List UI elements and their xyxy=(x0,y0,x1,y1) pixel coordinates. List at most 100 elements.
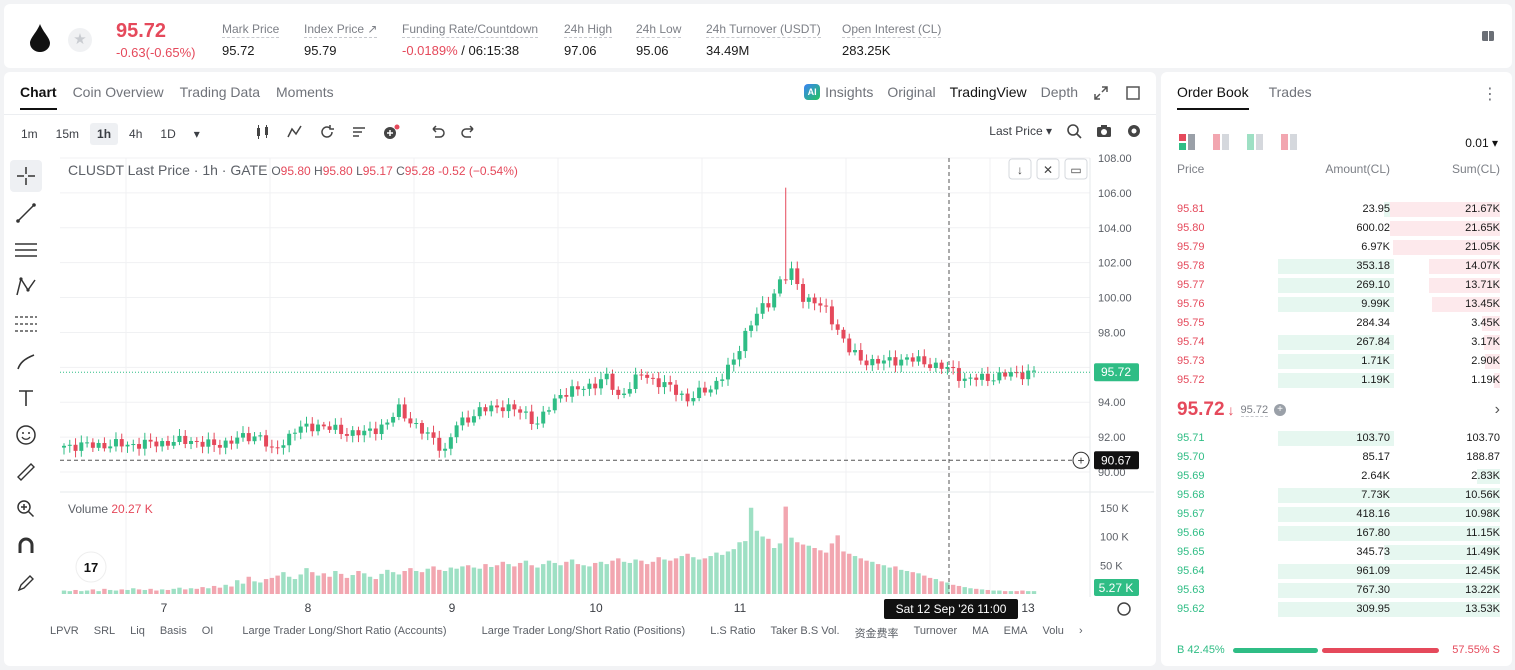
ask-row[interactable]: 95.79 6.97K 21.05K xyxy=(1177,238,1500,257)
ask-row[interactable]: 95.77 269.10 13.71K xyxy=(1177,276,1500,295)
timeframe-4h[interactable]: 4h xyxy=(129,127,143,141)
bid-row[interactable]: 95.68 7.73K 10.56K xyxy=(1177,486,1500,505)
timeframe-dropdown-icon[interactable]: ▾ xyxy=(193,127,200,141)
chevron-right-icon[interactable]: › xyxy=(1494,401,1500,418)
trendline-tool-icon[interactable] xyxy=(10,197,42,229)
bids-mode-icon[interactable] xyxy=(1247,134,1263,150)
search-icon[interactable] xyxy=(1066,123,1082,139)
orderbook-tabs: Order Book Trades xyxy=(1177,84,1312,110)
timeframe-1h[interactable]: 1h xyxy=(90,123,119,145)
indicator-ma[interactable]: MA xyxy=(972,625,989,637)
timeframe-1d[interactable]: 1D xyxy=(160,127,176,141)
bid-row[interactable]: 95.67 418.16 10.98K xyxy=(1177,505,1500,524)
alerts-plus-icon[interactable] xyxy=(382,123,400,141)
tab-order-book[interactable]: Order Book xyxy=(1177,84,1249,110)
indicator-funding[interactable]: 资金费率 xyxy=(854,628,899,640)
ask-row[interactable]: 95.73 1.71K 2.90K xyxy=(1177,352,1500,371)
book-icon[interactable] xyxy=(1480,28,1496,44)
precision-select[interactable]: 0.01 ▾ xyxy=(1465,136,1498,150)
bid-row[interactable]: 95.66 167.80 11.15K xyxy=(1177,524,1500,543)
ask-row[interactable]: 95.81 23.95 21.67K xyxy=(1177,200,1500,219)
window-icon[interactable] xyxy=(1126,86,1140,100)
tab-coin-overview[interactable]: Coin Overview xyxy=(72,84,164,100)
timeframe-1m[interactable]: 1m xyxy=(21,127,38,141)
bid-row[interactable]: 95.65 345.73 11.49K xyxy=(1177,543,1500,562)
indicator-ema[interactable]: EMA xyxy=(1003,625,1028,637)
indicators-icon[interactable] xyxy=(286,123,304,141)
indicator-oi[interactable]: OI xyxy=(201,625,214,637)
bid-row[interactable]: 95.71 103.70 103.70 xyxy=(1177,429,1500,448)
ask-row[interactable]: 95.72 1.19K 1.19K xyxy=(1177,371,1500,390)
insights-button[interactable]: AI Insights xyxy=(804,84,873,100)
row-amount: 961.09 xyxy=(1356,565,1390,577)
bid-row[interactable]: 95.62 309.95 13.53K xyxy=(1177,600,1500,619)
indicator-ls-accounts[interactable]: Large Trader Long/Short Ratio (Accounts) xyxy=(242,625,447,637)
both-sides-mode-icon[interactable] xyxy=(1179,134,1195,150)
sells-only-mode-icon[interactable] xyxy=(1281,134,1297,150)
view-depth[interactable]: Depth xyxy=(1040,84,1078,100)
row-sum: 21.65K xyxy=(1465,222,1500,234)
bid-row[interactable]: 95.64 961.09 12.45K xyxy=(1177,562,1500,581)
horizontal-lines-tool-icon[interactable] xyxy=(10,234,42,266)
bid-row[interactable]: 95.69 2.64K 2.83K xyxy=(1177,467,1500,486)
price-chart[interactable]: 108.00106.00104.00102.00100.0098.0096.00… xyxy=(4,72,1156,620)
magnet-tool-icon[interactable] xyxy=(10,530,42,562)
ask-row[interactable]: 95.80 600.02 21.65K xyxy=(1177,219,1500,238)
tab-moments[interactable]: Moments xyxy=(276,84,334,100)
candle-body xyxy=(893,357,898,366)
indicator-ls-ratio[interactable]: L.S Ratio xyxy=(710,625,756,637)
pattern-tool-icon[interactable] xyxy=(10,271,42,303)
replay-icon[interactable] xyxy=(318,123,336,141)
bid-row[interactable]: 95.63 767.30 13.22K xyxy=(1177,581,1500,600)
volume-bar xyxy=(148,588,153,594)
volume-bar xyxy=(927,577,933,594)
indicator-taker-vol[interactable]: Taker B.S Vol. xyxy=(770,625,840,637)
view-tradingview[interactable]: TradingView xyxy=(949,84,1027,100)
chevron-right-icon[interactable]: › xyxy=(1078,625,1083,637)
ask-row[interactable]: 95.74 267.84 3.17K xyxy=(1177,333,1500,352)
candle-body xyxy=(385,422,390,425)
indicator-volume[interactable]: Volu xyxy=(1042,625,1064,637)
camera-icon[interactable] xyxy=(1096,123,1112,139)
brush-tool-icon[interactable] xyxy=(10,345,42,377)
ask-row[interactable]: 95.75 284.34 3.45K xyxy=(1177,314,1500,333)
candles-icon[interactable] xyxy=(254,123,272,141)
tab-trading-data[interactable]: Trading Data xyxy=(179,84,261,100)
tab-trades[interactable]: Trades xyxy=(1268,84,1312,100)
indicator-turnover[interactable]: Turnover xyxy=(913,625,958,637)
mid-price-row[interactable]: 95.72 ↓ 95.72 + › xyxy=(1177,399,1500,421)
redo-icon[interactable] xyxy=(460,123,478,141)
undo-icon[interactable] xyxy=(428,123,446,141)
gear-icon[interactable] xyxy=(1126,123,1142,139)
favorite-star-icon[interactable]: ★ xyxy=(68,28,92,52)
volume-bar xyxy=(766,538,771,594)
zoom-tool-icon[interactable] xyxy=(10,493,42,525)
volume-bar xyxy=(806,545,812,594)
indicator-basis[interactable]: Basis xyxy=(159,625,187,637)
indicator-lpvr[interactable]: LPVR xyxy=(50,625,79,637)
asks-mode-icon[interactable] xyxy=(1213,134,1229,150)
indicator-liq[interactable]: Liq xyxy=(130,625,145,637)
templates-icon[interactable] xyxy=(350,123,368,141)
stat-index-price[interactable]: Index Price ↗ 95.79 xyxy=(304,22,378,58)
text-tool-icon[interactable] xyxy=(10,382,42,414)
indicator-srl[interactable]: SRL xyxy=(93,625,116,637)
timeframe-15m[interactable]: 15m xyxy=(55,127,80,141)
more-icon[interactable]: ⋮ xyxy=(1482,86,1498,103)
price-source-select[interactable]: Last Price ▾ xyxy=(989,124,1052,138)
tab-chart[interactable]: Chart xyxy=(20,84,57,110)
bid-row[interactable]: 95.70 85.17 188.87 xyxy=(1177,448,1500,467)
info-plus-icon[interactable]: + xyxy=(1274,404,1287,416)
crosshair-tool-icon[interactable] xyxy=(10,160,42,192)
volume-bar xyxy=(800,544,806,594)
indicator-ls-positions[interactable]: Large Trader Long/Short Ratio (Positions… xyxy=(481,625,686,637)
view-original[interactable]: Original xyxy=(887,84,936,100)
row-amount: 103.70 xyxy=(1356,432,1390,444)
ask-row[interactable]: 95.78 353.18 14.07K xyxy=(1177,257,1500,276)
fib-tool-icon[interactable] xyxy=(10,308,42,340)
ruler-tool-icon[interactable] xyxy=(10,456,42,488)
expand-icon[interactable] xyxy=(1094,86,1108,100)
ask-row[interactable]: 95.76 9.99K 13.45K xyxy=(1177,295,1500,314)
emoji-tool-icon[interactable] xyxy=(10,419,42,451)
pencil-tool-icon[interactable] xyxy=(10,567,42,599)
